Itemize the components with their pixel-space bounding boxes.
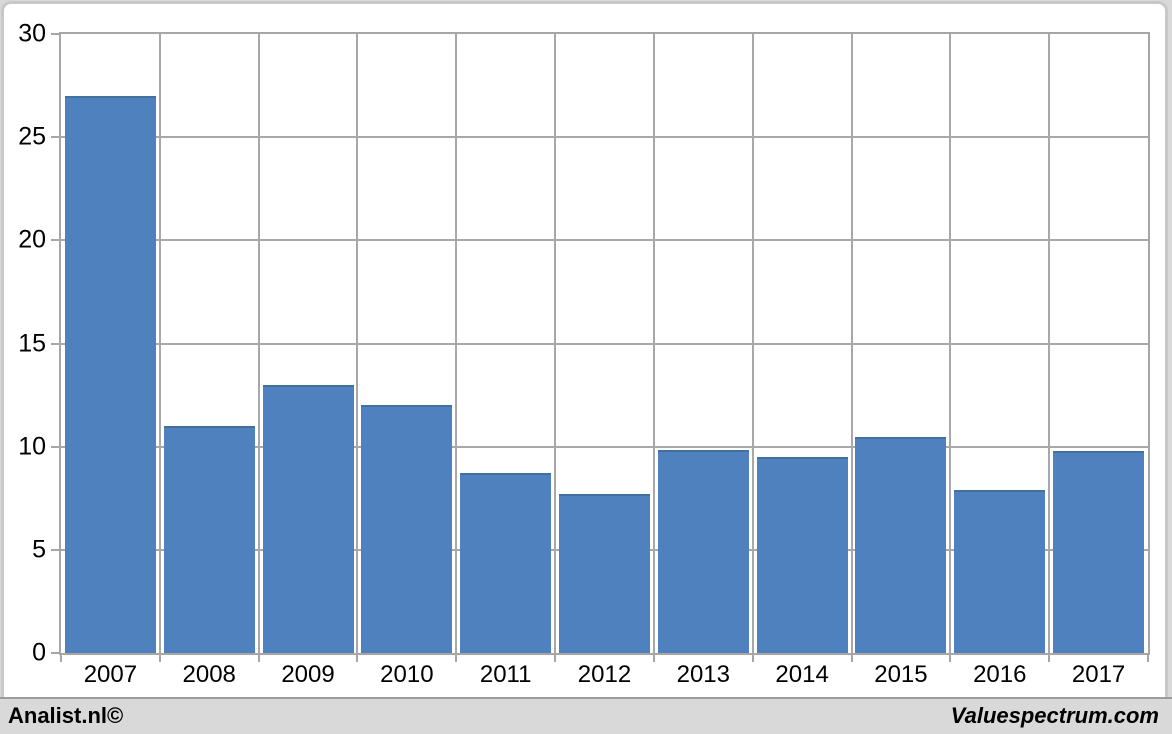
bar-2012 (559, 494, 650, 653)
x-tick-7 (751, 655, 754, 662)
x-tick-11 (1147, 655, 1149, 662)
valuespectrum-watermark: Valuespectrum.com (950, 702, 1159, 728)
vertical-gridline-2 (257, 34, 260, 653)
x-tick-8 (850, 655, 853, 662)
watermark-band: Analist.nl© Valuespectrum.com (0, 697, 1172, 734)
bar-2017 (1053, 451, 1145, 653)
x-axis-label-2015: 2015 (874, 661, 928, 688)
x-axis-label-2007: 2007 (83, 661, 138, 688)
x-tick-10 (1048, 655, 1051, 662)
y-tick-5 (51, 548, 59, 551)
vertical-gridline-8 (850, 34, 853, 653)
bar-2007 (64, 96, 156, 653)
vertical-gridline-10 (1048, 34, 1051, 653)
vertical-gridline-6 (652, 34, 655, 653)
x-tick-5 (554, 655, 557, 662)
y-tick-25 (51, 136, 59, 139)
y-tick-15 (51, 342, 59, 345)
x-tick-9 (949, 655, 952, 662)
bar-2011 (460, 473, 552, 653)
horizontal-gridline-25 (61, 136, 1148, 139)
x-axis-label-2009: 2009 (281, 661, 335, 688)
vertical-gridline-3 (356, 34, 359, 653)
bar-2008 (163, 426, 255, 653)
x-axis-label-2010: 2010 (380, 661, 434, 688)
bar-2009 (262, 385, 354, 653)
bar-2014 (756, 457, 848, 653)
plot-area (59, 32, 1150, 655)
x-axis-label-2012: 2012 (577, 661, 632, 688)
x-tick-3 (356, 655, 359, 662)
x-axis-label-2013: 2013 (676, 661, 730, 688)
horizontal-gridline-15 (61, 342, 1148, 345)
vertical-gridline-4 (455, 34, 458, 653)
y-axis-label-5: 5 (32, 535, 46, 564)
vertical-gridline-9 (949, 34, 952, 653)
y-axis-label-0: 0 (32, 638, 46, 667)
x-tick-4 (455, 655, 458, 662)
y-axis-label-30: 30 (18, 19, 46, 48)
x-axis-label-2008: 2008 (182, 661, 236, 688)
x-axis-label-2014: 2014 (775, 661, 829, 688)
y-axis-label-10: 10 (18, 432, 46, 461)
vertical-gridline-1 (158, 34, 161, 653)
x-tick-6 (652, 655, 655, 662)
bar-2013 (657, 450, 749, 653)
bar-2010 (361, 405, 453, 653)
x-axis-label-2016: 2016 (973, 661, 1027, 688)
bar-2016 (954, 490, 1046, 653)
y-tick-0 (51, 652, 59, 654)
y-axis-label-25: 25 (18, 122, 46, 151)
bar-2015 (855, 437, 947, 653)
vertical-gridline-5 (554, 34, 557, 653)
x-tick-1 (158, 655, 161, 662)
x-tick-0 (60, 655, 62, 662)
x-axis-label-2011: 2011 (479, 661, 532, 688)
y-tick-20 (51, 239, 59, 242)
y-axis-label-20: 20 (18, 225, 46, 254)
x-axis-label-2017: 2017 (1071, 661, 1126, 688)
y-tick-30 (51, 33, 59, 35)
x-tick-2 (257, 655, 260, 662)
y-axis-label-15: 15 (18, 329, 46, 357)
analist-watermark: Analist.nl© (8, 702, 124, 728)
horizontal-gridline-20 (61, 239, 1148, 242)
y-tick-10 (51, 445, 59, 448)
vertical-gridline-7 (751, 34, 754, 653)
